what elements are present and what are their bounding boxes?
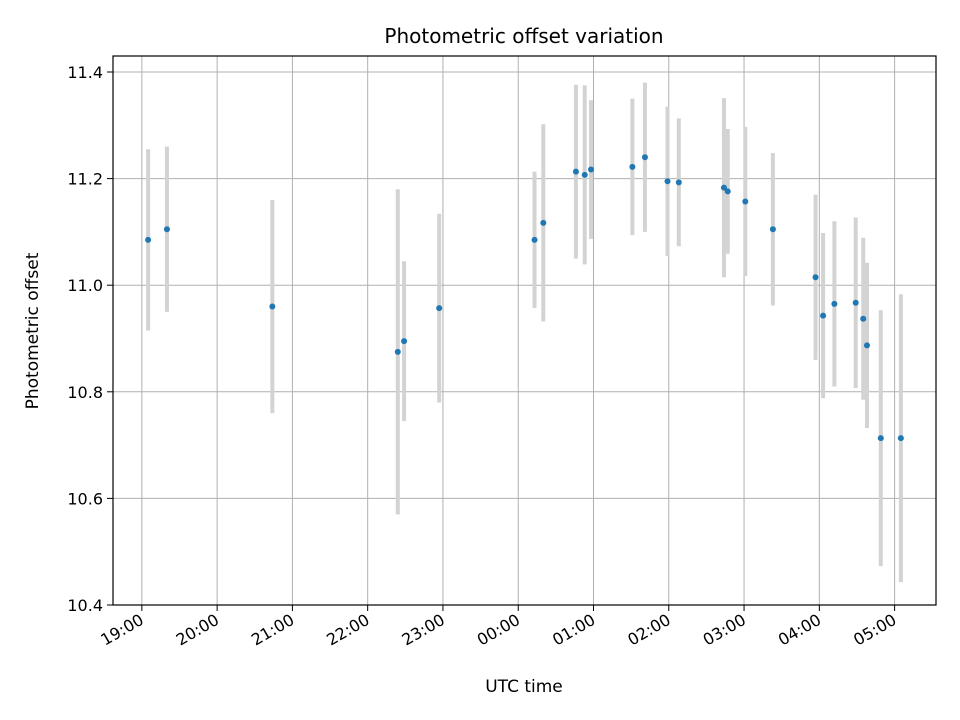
data-point	[540, 219, 547, 226]
data-point	[587, 166, 594, 173]
data-point	[269, 303, 276, 310]
data-point	[629, 163, 636, 170]
data-point	[401, 338, 408, 345]
data-point	[724, 188, 731, 195]
data-point	[145, 236, 152, 243]
data-point	[720, 184, 727, 191]
data-point	[897, 435, 904, 442]
x-axis-label: UTC time	[485, 677, 563, 697]
data-points	[145, 154, 904, 442]
data-point	[863, 342, 870, 349]
y-axis-label: Photometric offset	[23, 252, 43, 409]
y-tick-label: 10.6	[67, 489, 103, 508]
data-point	[572, 168, 579, 175]
data-point	[831, 300, 838, 307]
data-point	[163, 226, 170, 233]
data-point	[877, 435, 884, 442]
data-point	[860, 315, 867, 322]
data-point	[742, 198, 749, 205]
data-point	[436, 305, 443, 312]
data-point	[531, 236, 538, 243]
plot-frame	[112, 55, 937, 606]
y-tick-label: 11.4	[67, 63, 103, 82]
data-point	[394, 348, 401, 355]
data-point	[675, 179, 682, 186]
y-tick-label: 10.8	[67, 383, 103, 402]
data-point	[820, 312, 827, 319]
data-point	[664, 178, 671, 185]
data-point	[769, 226, 776, 233]
data-point	[581, 171, 588, 178]
chart-title: Photometric offset variation	[384, 24, 663, 48]
y-tick-label: 10.4	[67, 596, 103, 615]
data-point	[812, 274, 819, 281]
data-point	[641, 154, 648, 161]
y-axis-ticks: 10.4 10.6 10.8 11.0 11.2 11.4	[67, 63, 113, 615]
data-point	[852, 299, 859, 306]
y-tick-label: 11.0	[67, 276, 103, 295]
y-tick-label: 11.2	[67, 170, 103, 189]
